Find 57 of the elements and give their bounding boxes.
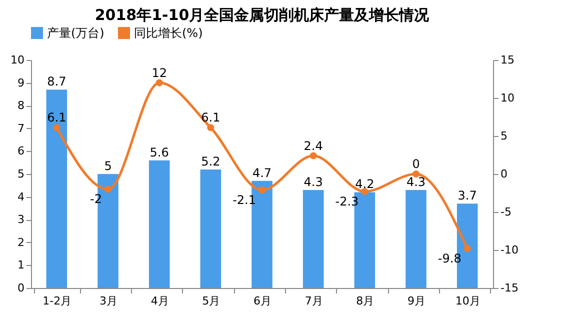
y-tick-label: 7 [18, 122, 24, 135]
data-label: 4.3 [304, 174, 323, 189]
data-label: 5 [104, 159, 112, 173]
bar [200, 169, 222, 288]
chart-title: 2018年1-10月全国金属切削机床产量及增长情况 [94, 6, 430, 24]
bar [148, 160, 170, 288]
data-label: 2.4 [304, 138, 323, 153]
point [207, 124, 214, 132]
data-label: 4.7 [252, 166, 272, 180]
y-tick-label: 2 [18, 236, 24, 249]
data-label: 4.2 [355, 177, 374, 192]
legend-label: 产量(万台) [47, 26, 104, 40]
data-label: 6.1 [201, 110, 220, 125]
x-tick-label: 4月 [150, 294, 169, 308]
x-tick-label: 1-2月 [42, 294, 72, 308]
data-label: 8.7 [47, 74, 66, 89]
bar [302, 190, 324, 288]
x-tick-label: 6月 [254, 294, 272, 308]
point [310, 152, 317, 160]
x-tick-label: 9月 [408, 294, 426, 308]
y-tick-label: 9 [18, 76, 24, 90]
y-tick-label: 0 [18, 282, 24, 294]
y2-tick-label: 5 [500, 130, 508, 142]
y2-tick-label: -5 [500, 206, 512, 218]
data-label: 5.2 [201, 154, 220, 168]
x-tick-label: 8月 [356, 294, 374, 308]
point [258, 186, 266, 194]
point [361, 188, 368, 196]
y-tick-label: 5 [18, 168, 24, 180]
y-tick-label: 6 [18, 144, 24, 158]
y-tick-label: 3 [18, 213, 24, 226]
data-label: 12 [152, 66, 167, 80]
y2-tick-label: -10 [500, 244, 518, 256]
point [53, 124, 60, 132]
y-tick-label: 8 [18, 99, 24, 112]
x-tick-label: 5月 [202, 294, 220, 308]
y2-tick-label: -15 [500, 282, 518, 294]
legend-label: 同比增长(%) [134, 26, 203, 40]
y2-tick-label: 0 [500, 168, 508, 180]
data-label: 5.6 [150, 145, 169, 160]
data-label: 0 [412, 157, 420, 171]
data-label: 4.3 [406, 174, 426, 189]
x-tick-label: 10月 [455, 294, 480, 308]
data-label: 6.1 [47, 110, 66, 125]
point [156, 79, 163, 86]
point [104, 186, 112, 193]
bar [406, 190, 426, 288]
y-tick-label: 4 [18, 190, 24, 204]
y2-tick-label: 15 [500, 54, 514, 66]
data-label: 3.7 [458, 188, 477, 203]
point [464, 244, 471, 252]
x-tick-label: 7月 [304, 294, 323, 308]
bar [46, 90, 68, 288]
y2-tick-label: 10 [500, 92, 514, 104]
y-tick-label: 1 [18, 258, 24, 272]
x-tick-label: 3月 [100, 294, 118, 308]
y-tick-label: 10 [10, 54, 24, 66]
